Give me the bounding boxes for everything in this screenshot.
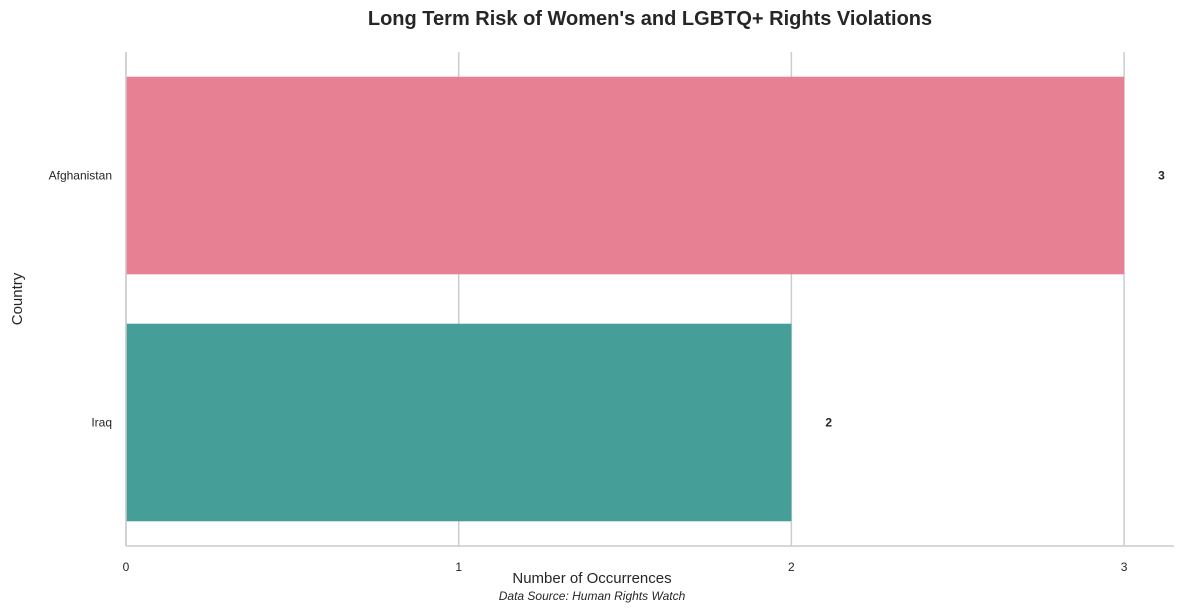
y-axis-label: Country	[9, 272, 26, 325]
x-axis-label: Number of Occurrences	[512, 570, 671, 587]
y-tick-labels: Afghanistan Iraq	[49, 169, 112, 430]
x-tick-label: 3	[1121, 560, 1128, 574]
data-label-iraq: 2	[825, 416, 832, 430]
x-tick-label: 2	[788, 560, 795, 574]
bar-afghanistan	[126, 76, 1125, 275]
bars	[126, 76, 1125, 522]
y-tick-label: Afghanistan	[49, 169, 112, 183]
chart-title: Long Term Risk of Women's and LGBTQ+ Rig…	[368, 8, 932, 30]
bar-iraq	[126, 323, 792, 522]
data-source-note: Data Source: Human Rights Watch	[499, 589, 686, 603]
x-tick-labels: 0 1 2 3	[123, 560, 1128, 574]
x-tick-label: 0	[123, 560, 130, 574]
data-labels: 32	[825, 169, 1165, 430]
y-tick-label: Iraq	[91, 416, 112, 430]
x-tick-label: 1	[455, 560, 462, 574]
data-label-afghanistan: 3	[1158, 169, 1165, 183]
